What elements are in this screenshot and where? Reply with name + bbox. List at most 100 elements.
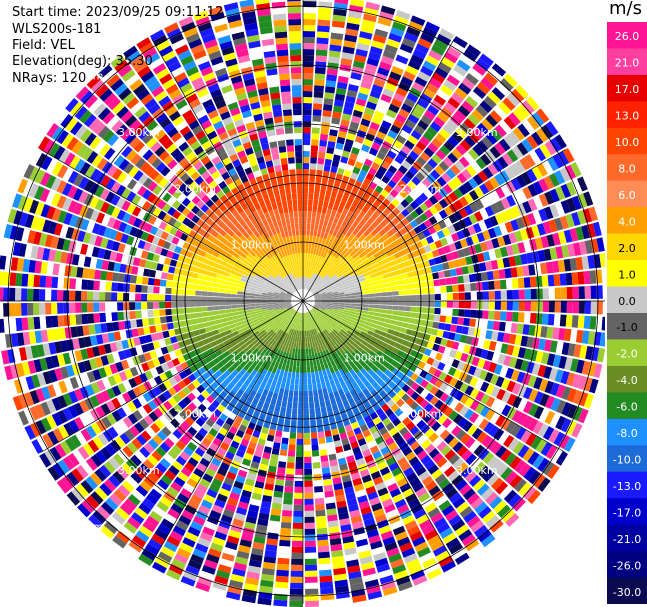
radar-gate: [261, 299, 268, 301]
radar-gate: [337, 457, 347, 466]
radar-gate: [290, 309, 295, 315]
radar-gate: [30, 245, 39, 259]
radar-gate: [365, 262, 373, 268]
radar-gate: [363, 138, 373, 148]
radar-gate: [352, 109, 363, 118]
radar-gate: [111, 385, 122, 397]
radar-gate: [123, 521, 138, 534]
radar-gate: [34, 403, 46, 419]
radar-gate: [301, 330, 303, 337]
radar-gate: [375, 22, 390, 33]
radar-gate: [319, 290, 325, 294]
radar-gate: [391, 198, 400, 207]
radar-gate: [505, 208, 516, 220]
radar-gate: [266, 319, 273, 324]
radar-gate: [65, 226, 75, 239]
radar-gate: [185, 564, 200, 576]
radar-gate: [307, 311, 311, 318]
radar-gate: [217, 447, 227, 457]
radar-gate: [494, 142, 506, 155]
radar-gate: [306, 235, 310, 242]
radar-gate: [431, 137, 443, 149]
radar-gate: [306, 312, 309, 319]
radar-gate: [257, 269, 264, 275]
radar-gate: [456, 59, 471, 72]
radar-gate: [330, 422, 338, 430]
radar-gate: [243, 379, 251, 387]
radar-gate: [438, 555, 453, 568]
radar-gate: [440, 293, 447, 300]
radar-gate: [490, 399, 501, 411]
radar-gate: [404, 139, 415, 150]
radar-gate: [459, 139, 472, 152]
radar-gate: [372, 450, 382, 460]
radar-gate: [165, 287, 172, 295]
radar-gate: [276, 321, 282, 327]
radar-gate: [374, 394, 383, 403]
radar-gate: [299, 366, 303, 373]
radar-gate: [434, 286, 441, 294]
radar-gate: [409, 219, 419, 229]
radar-gate: [314, 296, 321, 299]
radar-gate: [358, 149, 368, 159]
radar-gate: [141, 362, 150, 372]
radar-gate: [260, 320, 267, 325]
radar-gate: [370, 470, 382, 480]
radar-gate: [279, 369, 285, 377]
radar-gate: [153, 294, 160, 301]
radar-gate: [312, 248, 317, 255]
radar-gate: [131, 194, 142, 205]
radar-gate: [540, 326, 548, 338]
radar-gate: [446, 301, 453, 308]
radar-gate: [348, 284, 356, 289]
radar-gate: [408, 456, 420, 467]
radar-gate: [394, 472, 405, 483]
radar-gate: [126, 476, 139, 489]
radar-gate: [512, 108, 526, 122]
radar-gate: [287, 314, 292, 320]
radar-gate: [91, 222, 101, 235]
radar-gate: [111, 168, 123, 181]
radar-gate: [425, 235, 435, 244]
radar-gate: [51, 276, 59, 289]
radar-gate: [178, 410, 189, 420]
radar-gate: [270, 313, 277, 318]
radar-gate: [271, 502, 282, 510]
radar-gate: [271, 340, 277, 347]
radar-gate: [207, 360, 216, 369]
radar-gate: [520, 253, 528, 265]
radar-gate: [292, 348, 296, 355]
radar-gate: [163, 491, 176, 503]
radar-gate: [347, 247, 354, 254]
radar-gate: [311, 211, 317, 218]
radar-gate: [493, 500, 507, 514]
radar-gate: [497, 504, 511, 519]
radar-gate: [490, 442, 503, 455]
radar-gate: [326, 208, 332, 216]
radar-gate: [538, 338, 546, 351]
radar-gate: [375, 377, 384, 386]
radar-gate: [453, 413, 464, 425]
radar-gate: [223, 546, 237, 557]
radar-gate: [127, 215, 137, 226]
radar-gate: [235, 506, 248, 516]
radar-gate: [363, 271, 371, 277]
radar-gate: [252, 279, 260, 284]
radar-gate: [216, 323, 224, 329]
radar-gate: [117, 449, 130, 462]
radar-gate: [117, 311, 124, 321]
radar-gate: [527, 451, 540, 466]
radar-gate: [329, 459, 338, 467]
radar-gate: [330, 242, 336, 249]
radar-gate: [78, 176, 90, 190]
radar-gate: [378, 228, 387, 237]
radar-gate: [367, 376, 376, 385]
radar-gate: [414, 541, 429, 553]
radar-gate: [268, 428, 276, 436]
radar-gate: [317, 545, 330, 553]
radar-gate: [83, 336, 92, 348]
radar-gate: [146, 360, 156, 370]
radar-gate: [347, 460, 357, 469]
radar-gate: [320, 231, 325, 239]
